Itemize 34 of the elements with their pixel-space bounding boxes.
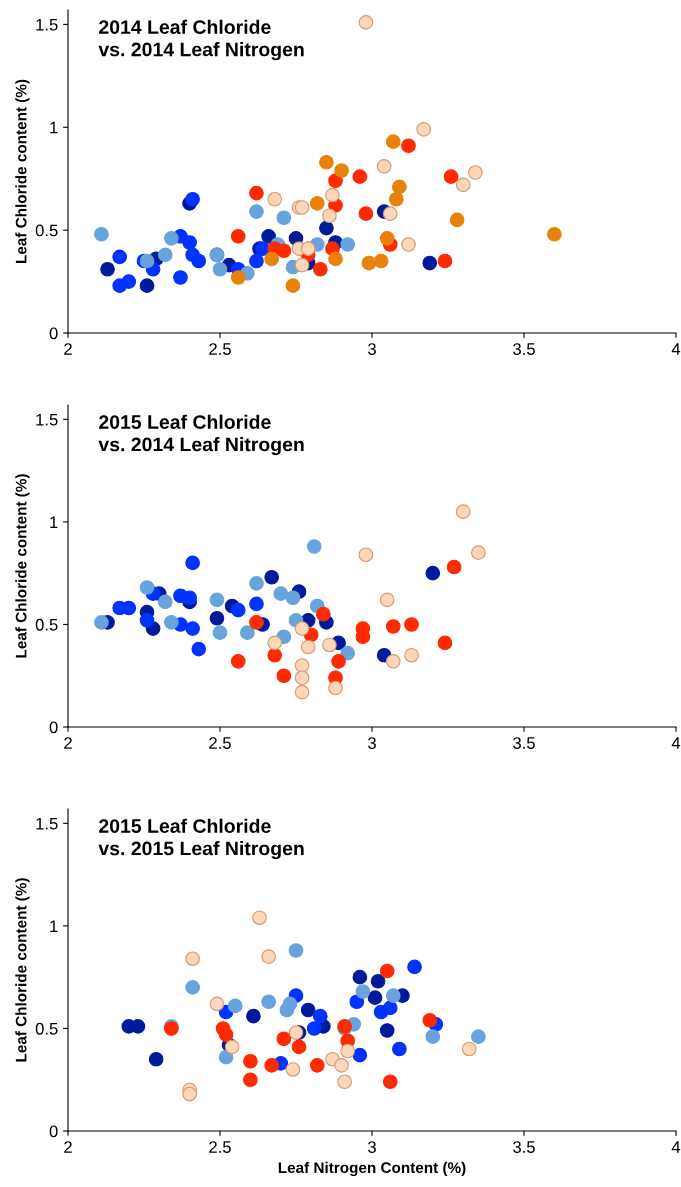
y-tick-label: 0.5 (35, 1022, 58, 1035)
x-tick-label: 3 (368, 1141, 376, 1153)
x-axis-title: Leaf Nitrogen Content (%) (278, 1161, 466, 1177)
x-tick-label: 2 (64, 737, 72, 749)
x-tick-label: 4 (671, 343, 681, 355)
text: 2014 Leaf Chloride vs. 2014 Leaf Nitrogen (98, 19, 304, 61)
y-axis-title: Leaf Chloride content (%) (15, 474, 30, 658)
y-tick-label: 1.5 (36, 413, 58, 426)
y-tick-label: 0 (49, 327, 58, 340)
x-tick-label: 2 (64, 343, 72, 355)
y-tick-label: 1 (50, 920, 58, 932)
x-tick-label: 2 (64, 1141, 72, 1153)
y-tick-label: 0.5 (35, 224, 58, 237)
y-tick-label: 0.5 (35, 618, 58, 631)
y-tick-label: 1 (50, 121, 58, 134)
y-axis-title: Leaf Chloride content (%) (15, 878, 30, 1062)
y-tick-label: 1 (50, 516, 58, 528)
x-tick-label: 3.5 (513, 737, 535, 749)
x-tick-label: 2.5 (209, 1141, 231, 1153)
y-tick-label: 0 (49, 721, 58, 734)
y-tick-label: 1.5 (36, 817, 58, 830)
x-tick-label: 3.5 (513, 343, 535, 355)
x-tick-label: 3 (368, 343, 376, 355)
y-tick-label: 1.5 (36, 18, 58, 31)
text: 2015 Leaf Chloride vs. 2014 Leaf Nitrogen (98, 414, 304, 456)
y-tick-label: 0 (49, 1125, 58, 1138)
x-tick-label: 2.5 (209, 343, 231, 355)
x-tick-label: 4 (671, 1141, 681, 1153)
text: 2015 Leaf Chloride vs. 2015 Leaf Nitrogen (98, 818, 304, 860)
x-tick-label: 4 (671, 737, 681, 749)
x-tick-label: 3.5 (513, 1141, 535, 1153)
y-axis-title: Leaf Chloride content (%) (15, 79, 30, 263)
x-tick-label: 3 (368, 737, 376, 749)
x-tick-label: 2.5 (209, 737, 231, 749)
